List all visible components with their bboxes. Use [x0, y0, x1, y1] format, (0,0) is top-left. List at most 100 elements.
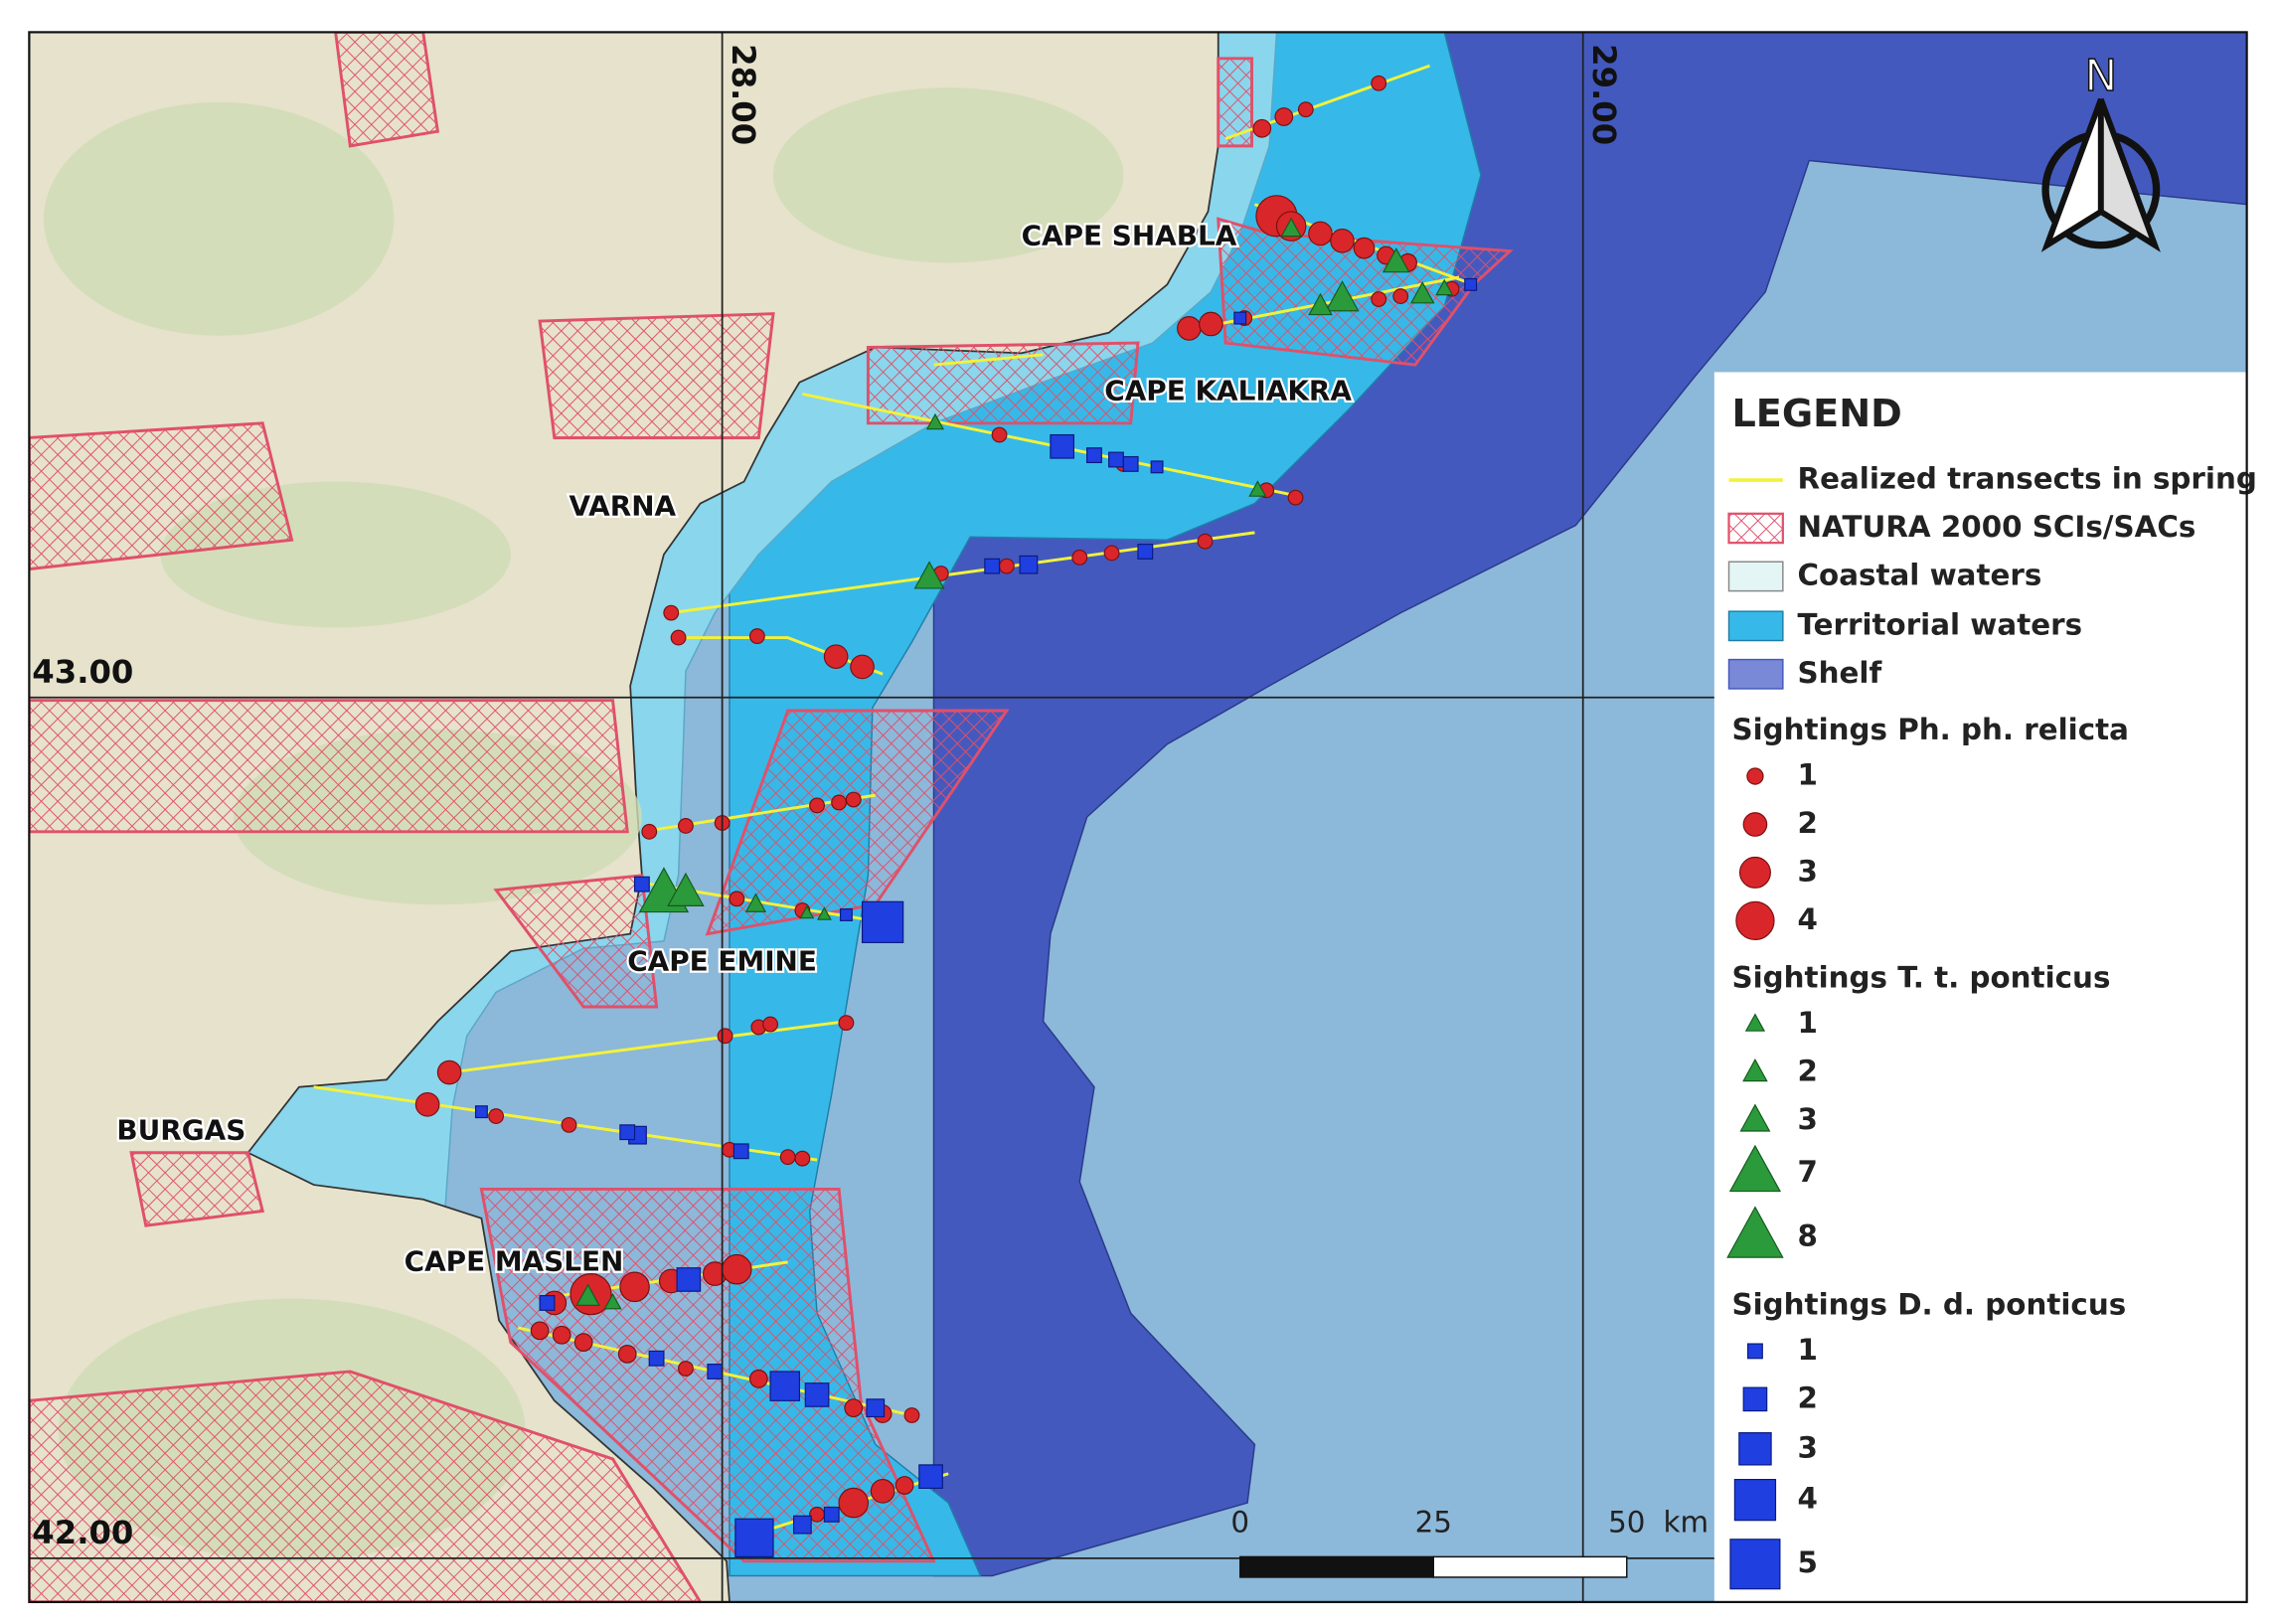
- transect: [671, 531, 1255, 615]
- legend-symbol: [1739, 1103, 1771, 1132]
- legend-size-label: 8: [1798, 1218, 1818, 1252]
- porpoise-sighting: [670, 629, 687, 646]
- porpoise-sighting: [678, 1361, 694, 1377]
- porpoise-sighting: [850, 654, 875, 680]
- porpoise-sighting: [838, 1487, 870, 1519]
- natura-area: [334, 32, 440, 148]
- dolphin-sighting: [984, 558, 1001, 574]
- legend-label: Territorial waters: [1798, 607, 2083, 641]
- legend-size-label: 2: [1798, 806, 1818, 840]
- porpoise-sighting: [1103, 545, 1120, 562]
- bottlenose-sighting: [816, 906, 832, 920]
- porpoise-sighting: [794, 1150, 811, 1167]
- legend-symbol: [1733, 1478, 1777, 1522]
- porpoise-sighting: [779, 1149, 796, 1166]
- legend-size-label: 3: [1798, 1430, 1818, 1464]
- bottlenose-sighting: [925, 412, 945, 430]
- porpoise-sighting: [1297, 101, 1314, 118]
- scale-unit: km: [1663, 1505, 1708, 1539]
- natura-area: [866, 341, 1140, 425]
- porpoise-sighting: [573, 1333, 593, 1352]
- place-label: CAPE KALIAKRA: [1104, 374, 1352, 406]
- porpoise-sighting: [729, 891, 745, 907]
- legend-group-title: Sightings T. t. ponticus: [1731, 961, 2110, 995]
- dolphin-sighting: [732, 1143, 749, 1160]
- porpoise-sighting: [1371, 291, 1387, 307]
- bottlenose-sighting: [1308, 292, 1333, 316]
- scale-label: 50: [1608, 1505, 1645, 1539]
- legend-size-label: 2: [1798, 1380, 1818, 1414]
- porpoise-sighting: [845, 791, 862, 808]
- bottlenose-sighting: [1382, 247, 1410, 273]
- porpoise-sighting: [1330, 228, 1355, 253]
- vegetation: [773, 87, 1124, 263]
- place-label: BURGAS: [116, 1114, 245, 1147]
- porpoise-sighting: [823, 644, 849, 669]
- legend-symbol: [1726, 1206, 1784, 1258]
- legend-swatch: [1727, 561, 1784, 592]
- place-label: VARNA: [569, 489, 677, 522]
- natura-area: [129, 1151, 265, 1227]
- north-arrow: N: [2040, 50, 2161, 252]
- map-body: CAPE SHABLA CAPE KALIAKRA VARNA CAPE EMI…: [29, 32, 2247, 1602]
- bottlenose-sighting: [744, 893, 767, 912]
- dolphin-sighting: [1108, 451, 1124, 468]
- porpoise-sighting: [1308, 221, 1333, 246]
- sightings: [414, 75, 1478, 1557]
- legend-group-title: Sightings Ph. ph. relicta: [1731, 713, 2128, 746]
- porpoise-sighting: [1177, 316, 1202, 341]
- porpoise-sighting: [436, 1059, 462, 1085]
- dolphin-sighting: [734, 1518, 774, 1557]
- dolphin-sighting: [676, 1267, 702, 1292]
- longitude-label: 28.00: [725, 44, 762, 145]
- bottlenose-sighting: [667, 872, 705, 906]
- porpoise-sighting: [748, 1369, 768, 1388]
- porpoise-sighting: [414, 1091, 440, 1117]
- porpoise-sighting: [903, 1407, 920, 1423]
- legend-size-label: 4: [1798, 902, 1818, 936]
- dolphin-sighting: [804, 1382, 830, 1407]
- map-frame: [28, 31, 2248, 1603]
- dolphin-sighting: [1137, 544, 1154, 560]
- porpoise-sighting: [748, 628, 765, 645]
- bottlenose-sighting: [913, 561, 945, 589]
- porpoise-sighting: [844, 1398, 864, 1418]
- legend-swatch: [1727, 610, 1784, 642]
- porpoise-sighting: [641, 823, 658, 840]
- porpoise-sighting: [831, 794, 847, 811]
- legend-swatch: [1727, 658, 1784, 690]
- natura-area: [1217, 57, 1253, 148]
- porpoise-sighting: [488, 1108, 505, 1124]
- porpoise-sighting: [722, 1253, 752, 1285]
- legend-size-label: 2: [1798, 1055, 1818, 1088]
- porpoise-sighting: [870, 1478, 895, 1504]
- porpoise-sighting: [991, 426, 1008, 443]
- scale-segment: [1239, 1555, 1434, 1578]
- porpoise-sighting: [809, 797, 825, 814]
- legend-symbol: [1742, 812, 1768, 837]
- dolphin-sighting: [861, 900, 904, 943]
- legend-symbol: [1746, 767, 1764, 785]
- bottlenose-sighting: [1435, 278, 1454, 296]
- porpoise-sighting: [998, 558, 1015, 574]
- legend-size-label: 7: [1798, 1155, 1818, 1189]
- scale-label: 0: [1230, 1505, 1249, 1539]
- legend-size-label: 1: [1798, 758, 1818, 792]
- place-label: CAPE MASLEN: [405, 1245, 624, 1278]
- porpoise-sighting: [894, 1476, 914, 1495]
- legend-swatch: [1727, 512, 1784, 545]
- legend-label: NATURA 2000 SCIs/SACs: [1798, 510, 2196, 544]
- porpoise-sighting: [717, 1028, 733, 1045]
- porpoise-sighting: [663, 604, 680, 621]
- legend-symbol: [1744, 1013, 1766, 1032]
- legend-symbol: [1742, 1057, 1768, 1082]
- legend-size-label: 4: [1798, 1482, 1818, 1516]
- longitude-label: 29.00: [1585, 44, 1623, 145]
- bottlenose-sighting: [1325, 280, 1360, 312]
- legend-title: LEGEND: [1731, 392, 1901, 435]
- porpoise-sighting: [1071, 549, 1088, 566]
- legend-symbol: [1738, 856, 1771, 889]
- legend-label: Coastal waters: [1798, 558, 2042, 591]
- dolphin-sighting: [1086, 447, 1102, 464]
- porpoise-sighting: [1392, 288, 1409, 305]
